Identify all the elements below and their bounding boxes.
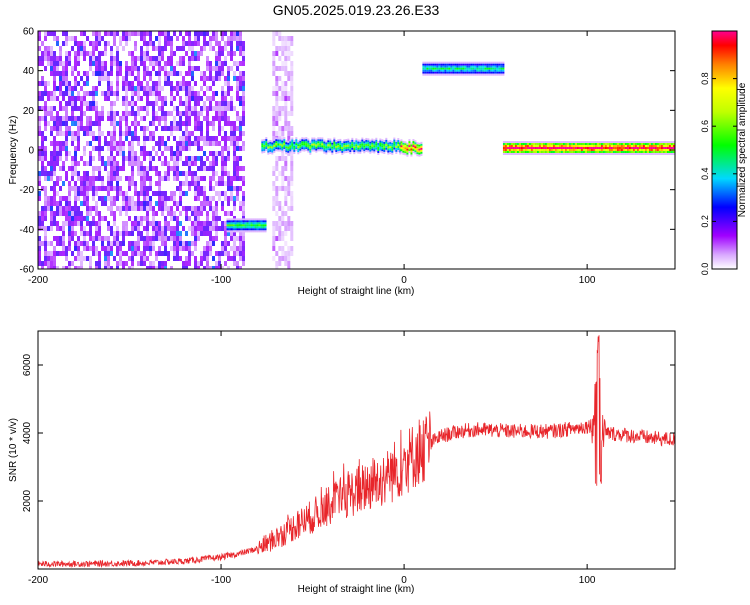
snr-y-tick-label: 6000 — [22, 353, 33, 376]
colorbar-tick-label: 0.2 — [700, 215, 710, 228]
colorbar-label: Normalized spectral amplitude — [737, 82, 748, 217]
spectrogram-y-tick-label: -20 — [20, 185, 35, 196]
spectrogram-band-region — [422, 61, 505, 76]
chart-title: GN05.2025.019.23.26.E33 — [272, 2, 440, 18]
spectrogram-y-tick-label: -60 — [20, 265, 35, 276]
snr-x-tick-label: 0 — [401, 575, 407, 586]
colorbar-tick-label: 0.0 — [700, 263, 710, 276]
spectrogram-band-region — [400, 139, 423, 157]
spectrogram-y-tick-label: 20 — [23, 106, 35, 117]
spectrogram-band-region — [502, 141, 675, 156]
spectrogram-y-tick-label: -40 — [20, 225, 35, 236]
spectrogram-x-tick-label: 0 — [401, 275, 407, 286]
snr-y-tick-label: 2000 — [22, 489, 33, 512]
snr-panel: -200 -100 0 100 2000 4000 6000 Height of strai… — [8, 330, 676, 595]
colorbar: 0.0 0.2 0.4 0.6 0.8 Normalized spectral ampl… — [700, 30, 748, 276]
snr-series-line — [38, 335, 675, 568]
spectrogram-x-axis-label: Height of straight line (km) — [298, 286, 415, 297]
snr-x-axis-label: Height of straight line (km) — [298, 584, 415, 595]
spectrogram-x-tick-label: 100 — [579, 275, 596, 286]
spectrogram-y-tick-label: 0 — [28, 146, 34, 157]
spectrogram-noise-region — [272, 31, 294, 269]
spectrogram-band-region — [226, 218, 267, 233]
spectrogram-noise-region — [38, 31, 245, 269]
colorbar-tick-label: 0.6 — [700, 120, 710, 133]
snr-x-tick-label: 100 — [579, 575, 596, 586]
colorbar-tick-label: 0.8 — [700, 72, 710, 85]
spectrogram-band-region — [261, 137, 402, 155]
snr-x-tick-label: -100 — [211, 575, 231, 586]
spectrogram-x-tick-label: -200 — [28, 275, 48, 286]
spectrogram-y-axis-label: Frequency (Hz) — [8, 116, 19, 185]
spectrogram-x-tick-label: -100 — [211, 275, 231, 286]
snr-y-tick-label: 4000 — [22, 421, 33, 444]
colorbar-tick-label: 0.4 — [700, 168, 710, 181]
colorbar-scale — [711, 30, 738, 270]
spectrogram-y-tick-label: 60 — [23, 27, 35, 38]
spectrogram-image — [38, 31, 675, 269]
snr-x-tick-label: -200 — [28, 575, 48, 586]
snr-y-axis-label: SNR (10 * v/v) — [8, 418, 19, 482]
spectrogram-y-tick-label: 40 — [23, 66, 35, 77]
